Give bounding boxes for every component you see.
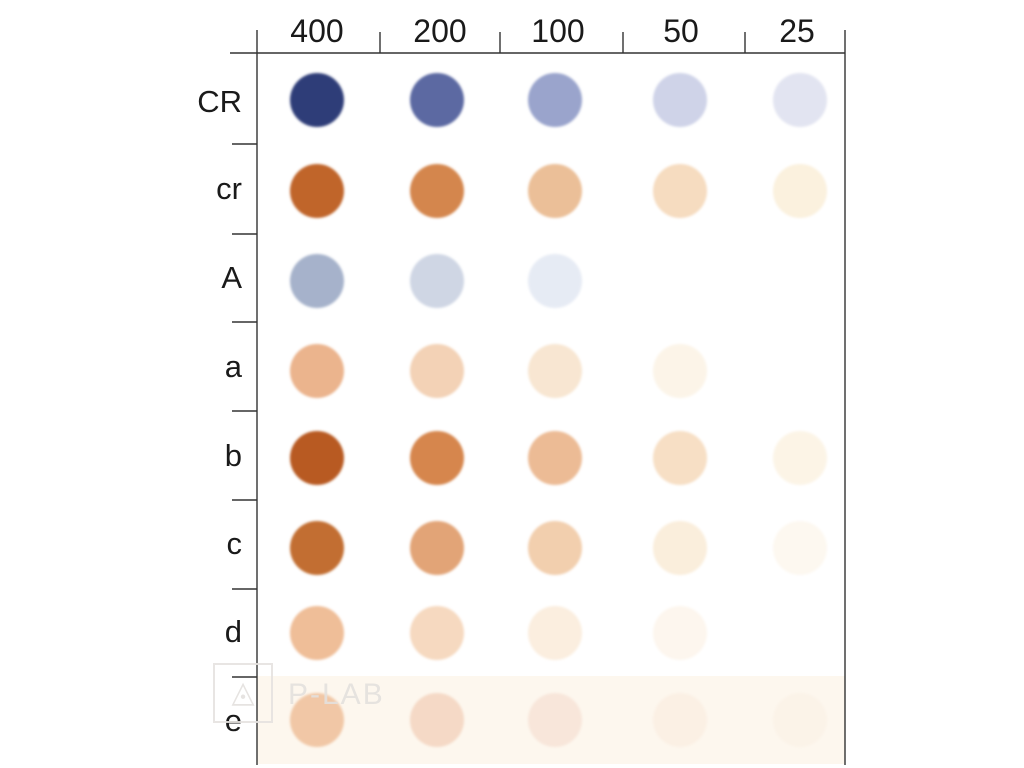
spot-a-200: [410, 344, 464, 398]
spot-b-400: [290, 431, 344, 485]
spot-d-50: [653, 606, 707, 660]
spot-e-25: [773, 693, 827, 747]
spot-cr-400: [290, 164, 344, 218]
spot-cr-25: [773, 164, 827, 218]
spot-b-100: [528, 431, 582, 485]
column-tick-marks: [379, 32, 746, 53]
watermark-logo-icon: ◬: [231, 676, 256, 709]
spot-c-200: [410, 521, 464, 575]
row-label-a: a: [225, 349, 243, 384]
column-labels: 400 200 100 50 25: [290, 13, 814, 49]
spot-a-50: [653, 344, 707, 398]
row-label-cr: cr: [216, 171, 242, 206]
spot-e-50: [653, 693, 707, 747]
row-label-A: A: [221, 260, 242, 295]
spot-CR-50: [653, 73, 707, 127]
watermark-text: P-LAB: [288, 678, 385, 711]
spot-e-400: [290, 693, 344, 747]
column-label-400: 400: [290, 13, 343, 49]
row-labels: CR cr A a b c d e: [197, 84, 243, 738]
column-label-25: 25: [779, 13, 815, 49]
spot-b-200: [410, 431, 464, 485]
spot-cr-200: [410, 164, 464, 218]
spot-CR-400: [290, 73, 344, 127]
spot-a-100: [528, 344, 582, 398]
spot-b-25: [773, 431, 827, 485]
dot-spots: [290, 73, 827, 747]
row-label-e: e: [225, 703, 242, 738]
spot-A-100: [528, 254, 582, 308]
spot-c-25: [773, 521, 827, 575]
spot-CR-25: [773, 73, 827, 127]
column-label-200: 200: [413, 13, 466, 49]
spot-A-200: [410, 254, 464, 308]
spot-c-100: [528, 521, 582, 575]
row-label-d: d: [225, 614, 242, 649]
spot-CR-100: [528, 73, 582, 127]
spot-b-50: [653, 431, 707, 485]
row-tick-marks: [232, 143, 257, 678]
spot-CR-200: [410, 73, 464, 127]
watermark: ◬ P-LAB: [213, 663, 385, 723]
spot-d-100: [528, 606, 582, 660]
spot-cr-100: [528, 164, 582, 218]
column-label-50: 50: [663, 13, 699, 49]
column-label-100: 100: [531, 13, 584, 49]
row-label-b: b: [225, 438, 242, 473]
spot-e-200: [410, 693, 464, 747]
spot-d-400: [290, 606, 344, 660]
spot-c-400: [290, 521, 344, 575]
row-label-c: c: [227, 526, 243, 561]
watermark-logo-box: [213, 663, 273, 723]
spot-a-400: [290, 344, 344, 398]
spot-e-100: [528, 693, 582, 747]
spot-A-400: [290, 254, 344, 308]
row-label-CR: CR: [197, 84, 242, 119]
spot-cr-50: [653, 164, 707, 218]
spot-c-50: [653, 521, 707, 575]
spot-d-200: [410, 606, 464, 660]
frame: [230, 30, 846, 765]
